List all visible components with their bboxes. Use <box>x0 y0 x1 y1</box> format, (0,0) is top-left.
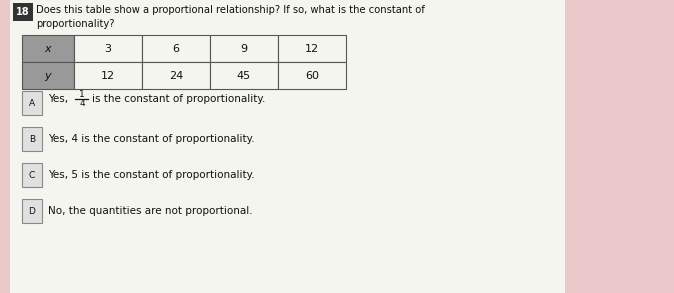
Text: 6: 6 <box>173 43 179 54</box>
Text: A: A <box>29 98 35 108</box>
Bar <box>210 35 278 62</box>
Bar <box>210 62 278 89</box>
Bar <box>22 91 42 115</box>
Bar <box>278 62 346 89</box>
Bar <box>74 35 142 62</box>
Bar <box>22 163 42 187</box>
Text: proportionality?: proportionality? <box>36 19 115 29</box>
Text: 60: 60 <box>305 71 319 81</box>
Text: 12: 12 <box>101 71 115 81</box>
Text: 12: 12 <box>305 43 319 54</box>
Text: 24: 24 <box>169 71 183 81</box>
Text: 3: 3 <box>104 43 111 54</box>
Text: is the constant of proportionality.: is the constant of proportionality. <box>92 94 266 104</box>
Text: 4: 4 <box>79 99 85 108</box>
Text: Yes,: Yes, <box>48 94 68 104</box>
Text: 18: 18 <box>16 7 30 17</box>
Bar <box>22 199 42 223</box>
Text: Does this table show a proportional relationship? If so, what is the constant of: Does this table show a proportional rela… <box>36 5 425 15</box>
Bar <box>74 62 142 89</box>
Text: Yes, 5 is the constant of proportionality.: Yes, 5 is the constant of proportionalit… <box>48 170 255 180</box>
Text: B: B <box>29 134 35 144</box>
Bar <box>22 127 42 151</box>
Text: C: C <box>29 171 35 180</box>
Text: 1: 1 <box>79 89 85 98</box>
Text: y: y <box>44 71 51 81</box>
Bar <box>22 62 74 89</box>
Bar <box>278 35 346 62</box>
Text: Yes, 4 is the constant of proportionality.: Yes, 4 is the constant of proportionalit… <box>48 134 255 144</box>
Text: No, the quantities are not proportional.: No, the quantities are not proportional. <box>48 206 253 216</box>
Bar <box>142 62 210 89</box>
Text: 45: 45 <box>237 71 251 81</box>
Text: 9: 9 <box>241 43 247 54</box>
Text: D: D <box>28 207 36 215</box>
Text: x: x <box>44 43 51 54</box>
Bar <box>13 3 33 21</box>
Bar <box>22 35 74 62</box>
Bar <box>10 0 565 293</box>
Bar <box>142 35 210 62</box>
